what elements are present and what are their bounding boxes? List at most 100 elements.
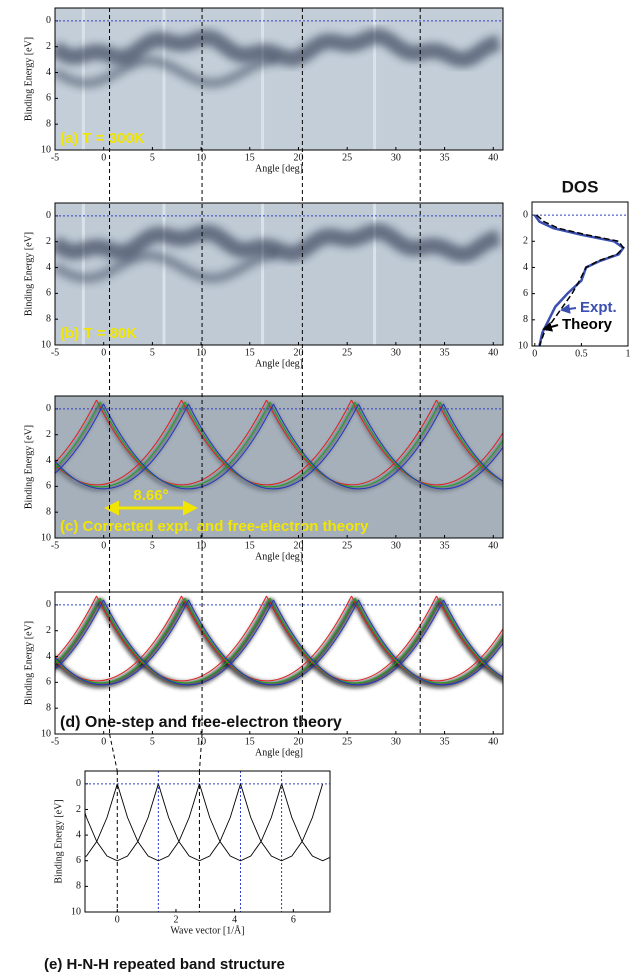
- y-tick-label: 4: [46, 67, 51, 78]
- y-tick-label: 6: [46, 481, 51, 492]
- y-tick-label: 2: [46, 625, 51, 636]
- intensity-band: [55, 28, 501, 68]
- intensity-band: [55, 55, 278, 89]
- panel-label: (b) T = 80K: [60, 325, 137, 342]
- intensity-band: [55, 250, 278, 284]
- map-area: [55, 203, 503, 345]
- band-curve: [269, 597, 441, 684]
- y-tick-label: 4: [523, 262, 528, 273]
- panel-label: (c) Corrected expt. and free-electron th…: [60, 518, 369, 535]
- band-line: [157, 783, 241, 862]
- y-axis-label: Binding Energy [eV]: [23, 621, 34, 705]
- chart-title: DOS: [562, 177, 599, 196]
- y-tick-label: 6: [523, 288, 528, 299]
- band-curve: [266, 595, 437, 682]
- band-curve: [436, 595, 503, 678]
- x-tick-label: 10: [196, 152, 206, 163]
- x-tick-label: 0: [101, 152, 106, 163]
- y-tick-label: 0: [523, 209, 528, 220]
- x-tick-label: 15: [245, 736, 255, 747]
- band-curve: [55, 595, 97, 660]
- band-curve: [273, 599, 444, 686]
- legend-label: Theory: [562, 316, 613, 333]
- x-tick-label: 0.5: [575, 348, 588, 359]
- segment-strip: [261, 8, 265, 150]
- band-line: [85, 783, 159, 862]
- x-tick-label: 15: [245, 347, 255, 358]
- y-tick-label: 8: [46, 118, 51, 129]
- x-tick-label: 4: [232, 914, 237, 925]
- y-tick-label: 4: [46, 651, 51, 662]
- x-axis-label: Wave vector [1/Å]: [170, 924, 244, 936]
- band-curve: [103, 403, 274, 490]
- band-curve: [55, 403, 189, 490]
- band-line: [199, 783, 283, 862]
- x-tick-label: 40: [488, 736, 498, 747]
- y-tick-label: 2: [76, 804, 81, 815]
- plot-frame: [84, 770, 331, 913]
- segment-strip: [261, 203, 265, 345]
- map-area: [55, 592, 503, 734]
- y-tick-label: 6: [46, 93, 51, 104]
- y-tick-label: 2: [46, 429, 51, 440]
- map-background: [55, 203, 503, 345]
- y-tick-label: 8: [523, 314, 528, 325]
- x-tick-label: 0: [532, 348, 537, 359]
- x-tick-label: -5: [51, 736, 59, 747]
- y-tick-label: 6: [76, 855, 81, 866]
- band-curve: [358, 403, 503, 490]
- y-axis-label: Binding Energy [eV]: [23, 232, 34, 316]
- x-tick-label: 25: [342, 736, 352, 747]
- band-curve: [439, 401, 503, 482]
- plot-frame: [531, 201, 629, 347]
- y-tick-label: 10: [71, 906, 81, 917]
- y-tick-label: 2: [46, 41, 51, 52]
- x-tick-label: 40: [488, 540, 498, 551]
- x-axis-label: Angle [deg]: [255, 551, 303, 562]
- x-axis-label: Angle [deg]: [255, 747, 303, 758]
- band-line: [281, 783, 330, 862]
- dos-lines: [533, 214, 626, 346]
- band-curve: [439, 597, 503, 678]
- intensity-band: [55, 402, 103, 474]
- y-tick-label: 2: [46, 236, 51, 247]
- bands: [85, 771, 330, 912]
- x-tick-label: 30: [391, 736, 401, 747]
- y-tick-label: 0: [46, 599, 51, 610]
- band-curve: [181, 595, 352, 682]
- band-curve: [55, 401, 101, 469]
- x-tick-label: 35: [440, 152, 450, 163]
- y-axis-label: Binding Energy [eV]: [23, 425, 34, 509]
- x-tick-label: 0: [101, 540, 106, 551]
- band-curve: [55, 597, 101, 665]
- x-tick-label: 10: [196, 540, 206, 551]
- band-curve: [188, 599, 359, 686]
- x-tick-label: -5: [51, 540, 59, 551]
- y-tick-label: 8: [46, 702, 51, 713]
- annotation: 8.66°: [133, 487, 168, 504]
- x-tick-label: 5: [150, 540, 155, 551]
- intensity-band: [55, 598, 103, 671]
- segment-strip: [373, 8, 377, 150]
- x-axis-label: Angle [deg]: [255, 163, 303, 174]
- map-background: [55, 8, 503, 150]
- band-curve: [103, 599, 274, 686]
- band-curve: [55, 597, 186, 684]
- y-tick-label: 0: [46, 15, 51, 26]
- band-curve: [181, 399, 352, 486]
- band-curve: [55, 595, 182, 682]
- x-tick-label: 6: [291, 914, 296, 925]
- x-tick-label: 15: [245, 152, 255, 163]
- guide-connector: [198, 733, 203, 772]
- map-area: [55, 396, 503, 538]
- plot-frame: [54, 395, 504, 539]
- x-tick-label: 35: [440, 736, 450, 747]
- band-curve: [96, 595, 267, 682]
- y-tick-label: 4: [76, 829, 81, 840]
- caption: (e) H-N-H repeated band structure: [44, 956, 285, 973]
- y-tick-label: 4: [46, 262, 51, 273]
- x-tick-label: 5: [150, 347, 155, 358]
- legend-arrow: [542, 321, 559, 332]
- x-tick-label: 30: [391, 347, 401, 358]
- band-curve: [351, 595, 503, 682]
